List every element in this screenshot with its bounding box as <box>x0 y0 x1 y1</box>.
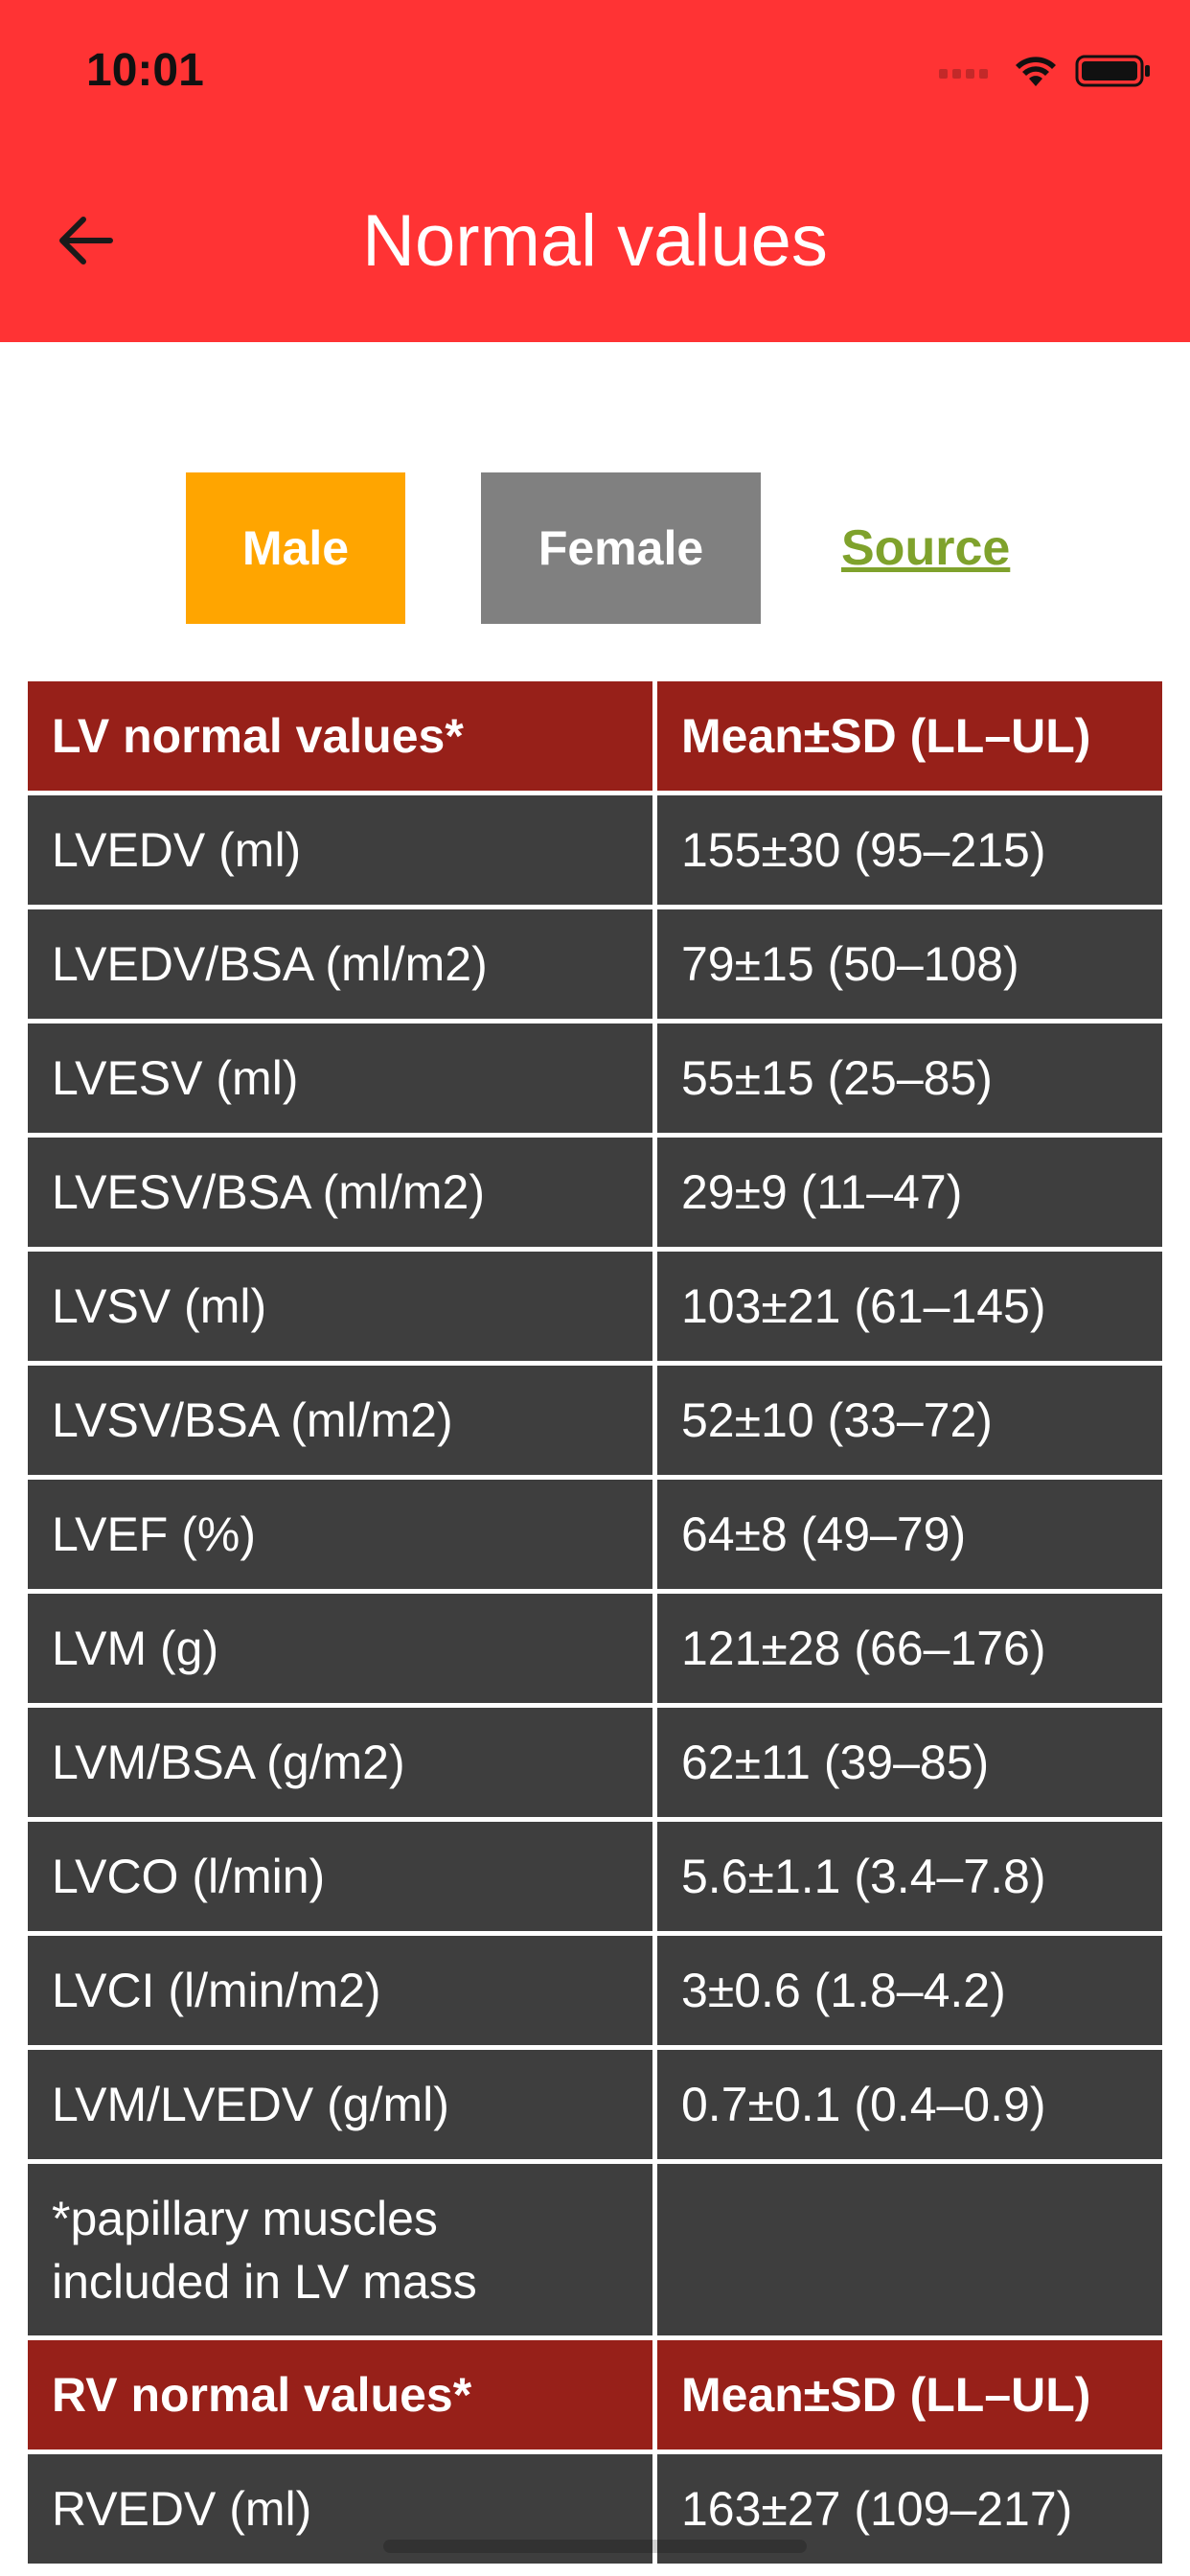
table-row: LVESV (ml) 55±15 (25–85) <box>28 1024 1162 1133</box>
page-title: Normal values <box>362 200 828 282</box>
lv-table-header: LV normal values* Mean±SD (LL–UL) <box>28 681 1162 791</box>
header-cell: Mean±SD (LL–UL) <box>657 2340 1162 2450</box>
value-cell: 103±21 (61–145) <box>657 1252 1162 1361</box>
footnote-line: *papillary muscles <box>52 2191 438 2245</box>
gender-filter-bar: Male Female Source <box>0 472 1190 624</box>
table-row: LVCO (l/min) 5.6±1.1 (3.4–7.8) <box>28 1822 1162 1931</box>
parameter-cell: LVEF (%) <box>28 1480 652 1589</box>
value-cell: 3±0.6 (1.8–4.2) <box>657 1936 1162 2045</box>
value-cell: 0.7±0.1 (0.4–0.9) <box>657 2050 1162 2159</box>
parameter-cell: LVSV (ml) <box>28 1252 652 1361</box>
cellular-signal-icon <box>939 69 988 79</box>
parameter-cell: LVM/BSA (g/m2) <box>28 1708 652 1817</box>
parameter-cell: LVEDV/BSA (ml/m2) <box>28 909 652 1019</box>
table-row: LVCI (l/min/m2) 3±0.6 (1.8–4.2) <box>28 1936 1162 2045</box>
table-row: LVM/LVEDV (g/ml) 0.7±0.1 (0.4–0.9) <box>28 2050 1162 2159</box>
value-cell: 163±27 (109–217) <box>657 2454 1162 2564</box>
value-cell: 62±11 (39–85) <box>657 1708 1162 1817</box>
parameter-cell: LVCO (l/min) <box>28 1822 652 1931</box>
status-bar: 10:01 <box>0 0 1190 144</box>
parameter-cell: LVCI (l/min/m2) <box>28 1936 652 2045</box>
wifi-icon <box>1016 57 1056 86</box>
footnote-line: included in LV mass <box>52 2254 477 2309</box>
value-cell: 64±8 (49–79) <box>657 1480 1162 1589</box>
female-button[interactable]: Female <box>481 472 761 624</box>
table-row: LVEDV/BSA (ml/m2) 79±15 (50–108) <box>28 909 1162 1019</box>
battery-icon <box>1075 55 1150 87</box>
table-row: LVSV (ml) 103±21 (61–145) <box>28 1252 1162 1361</box>
parameter-cell: LVM/LVEDV (g/ml) <box>28 2050 652 2159</box>
table-row: LVM/BSA (g/m2) 62±11 (39–85) <box>28 1708 1162 1817</box>
empty-cell <box>657 2164 1162 2335</box>
normal-values-table: LV normal values* Mean±SD (LL–UL) LVEDV … <box>28 681 1162 2568</box>
parameter-cell: LVESV (ml) <box>28 1024 652 1133</box>
parameter-cell: LVSV/BSA (ml/m2) <box>28 1366 652 1475</box>
value-cell: 121±28 (66–176) <box>657 1594 1162 1703</box>
table-row: LVM (g) 121±28 (66–176) <box>28 1594 1162 1703</box>
table-row: LVEDV (ml) 155±30 (95–215) <box>28 795 1162 905</box>
male-button[interactable]: Male <box>186 472 405 624</box>
status-time: 10:01 <box>86 45 204 96</box>
table-row: RVEDV (ml) 163±27 (109–217) <box>28 2454 1162 2564</box>
source-link[interactable]: Source <box>841 520 1011 576</box>
parameter-cell: LVEDV (ml) <box>28 795 652 905</box>
value-cell: 155±30 (95–215) <box>657 795 1162 905</box>
rv-table-header: RV normal values* Mean±SD (LL–UL) <box>28 2340 1162 2450</box>
value-cell: 52±10 (33–72) <box>657 1366 1162 1475</box>
value-cell: 29±9 (11–47) <box>657 1138 1162 1247</box>
value-cell: 55±15 (25–85) <box>657 1024 1162 1133</box>
navigation-bar: Normal values <box>0 144 1190 342</box>
header-cell: Mean±SD (LL–UL) <box>657 681 1162 791</box>
parameter-cell: RVEDV (ml) <box>28 2454 652 2564</box>
arrow-left-icon <box>59 217 113 264</box>
back-button[interactable] <box>52 207 119 274</box>
parameter-cell: LVM (g) <box>28 1594 652 1703</box>
header-cell: LV normal values* <box>28 681 652 791</box>
header-cell: RV normal values* <box>28 2340 652 2450</box>
table-row: LVSV/BSA (ml/m2) 52±10 (33–72) <box>28 1366 1162 1475</box>
table-note-row: *papillary muscles included in LV mass <box>28 2164 1162 2335</box>
table-row: LVEF (%) 64±8 (49–79) <box>28 1480 1162 1589</box>
value-cell: 79±15 (50–108) <box>657 909 1162 1019</box>
footnote-cell: *papillary muscles included in LV mass <box>28 2164 652 2335</box>
value-cell: 5.6±1.1 (3.4–7.8) <box>657 1822 1162 1931</box>
status-icons <box>939 52 1152 90</box>
parameter-cell: LVESV/BSA (ml/m2) <box>28 1138 652 1247</box>
home-indicator[interactable] <box>383 2540 807 2553</box>
table-row: LVESV/BSA (ml/m2) 29±9 (11–47) <box>28 1138 1162 1247</box>
